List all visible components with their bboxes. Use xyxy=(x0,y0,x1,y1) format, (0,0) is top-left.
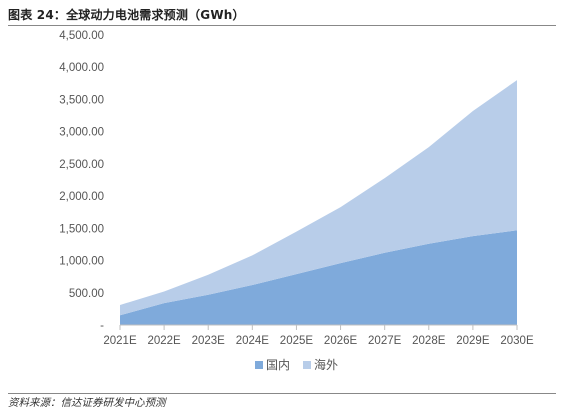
axes: - 500.00 1,000.00 1,500.00 2,000.00 2,500.00 3… xyxy=(59,30,534,347)
y-tick-label: 2,000.00 xyxy=(59,191,104,203)
y-tick-label: 500.00 xyxy=(69,288,104,300)
y-tick-label: 4,500.00 xyxy=(59,30,104,42)
y-tick-label: 1,000.00 xyxy=(59,256,104,268)
plot-area xyxy=(120,80,517,325)
x-tick-label: 2024E xyxy=(236,335,270,347)
x-tick-label: 2030E xyxy=(500,335,534,347)
legend-label-2: 海外 xyxy=(314,357,338,372)
source-note: 资料来源：信达证券研发中心预测 xyxy=(8,397,166,409)
legend-swatch-2 xyxy=(303,361,311,369)
y-tick-label: 1,500.00 xyxy=(59,223,104,235)
area-series-2 xyxy=(120,80,517,316)
area-series-1 xyxy=(120,230,517,325)
x-tick-label: 2022E xyxy=(147,335,181,347)
legend-swatch-1 xyxy=(255,361,263,369)
x-tick-label: 2028E xyxy=(412,335,446,347)
legend: 国内 海外 xyxy=(255,357,338,372)
x-tick-label: 2026E xyxy=(324,335,358,347)
y-tick-label: 3,000.00 xyxy=(59,127,104,139)
y-tick-label: 3,500.00 xyxy=(59,94,104,106)
x-tick-label: 2025E xyxy=(280,335,314,347)
y-tick-label: 4,000.00 xyxy=(59,62,104,74)
x-tick-label: 2023E xyxy=(192,335,226,347)
y-tick-label: 2,500.00 xyxy=(59,159,104,171)
x-tick-label: 2021E xyxy=(103,335,137,347)
y-tick-label: - xyxy=(100,320,104,332)
figure-title: 图表 24：全球动力电池需求预测（GWh） xyxy=(8,8,245,22)
legend-label-1: 国内 xyxy=(266,358,290,372)
x-tick-label: 2027E xyxy=(368,335,402,347)
title-divider xyxy=(8,25,556,26)
source-divider xyxy=(8,393,556,394)
x-tick-label: 2029E xyxy=(456,335,490,347)
